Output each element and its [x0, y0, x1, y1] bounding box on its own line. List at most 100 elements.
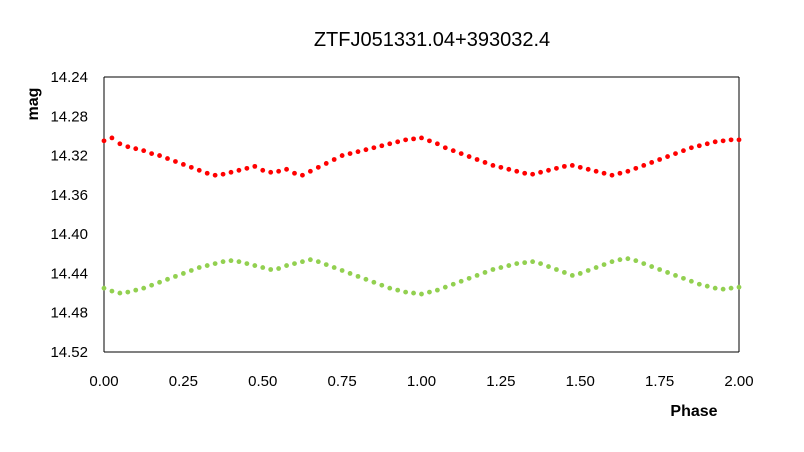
y-tick-label: 14.32 — [50, 148, 88, 165]
data-point-series-1 — [371, 145, 377, 151]
y-tick-label: 14.36 — [50, 187, 88, 204]
data-points — [101, 135, 742, 297]
data-point-series-1 — [665, 154, 670, 159]
data-point-series-1 — [625, 168, 631, 174]
data-point-series-1 — [712, 139, 718, 145]
data-point-series-1 — [363, 147, 369, 153]
data-point-series-1 — [538, 169, 543, 175]
data-point-series-1 — [387, 141, 393, 147]
data-point-series-2 — [561, 270, 567, 275]
data-point-series-1 — [292, 170, 297, 176]
plot-area — [103, 76, 740, 353]
data-point-series-2 — [530, 259, 536, 265]
data-point-series-1 — [395, 139, 401, 145]
data-point-series-2 — [371, 279, 377, 285]
data-point-series-1 — [577, 164, 583, 170]
data-point-series-1 — [149, 151, 155, 157]
data-point-series-2 — [173, 273, 178, 279]
data-point-series-1 — [284, 166, 289, 172]
data-point-series-2 — [284, 263, 289, 268]
x-tick-label: 1.50 — [566, 373, 595, 390]
data-point-series-1 — [339, 153, 345, 158]
data-point-series-1 — [633, 165, 639, 171]
data-point-series-1 — [180, 162, 186, 167]
data-point-series-2 — [569, 272, 575, 278]
x-tick-label: 0.75 — [328, 373, 357, 390]
data-point-series-2 — [347, 271, 353, 276]
data-point-series-2 — [681, 275, 686, 281]
chart-title: ZTFJ051331.04+393032.4 — [314, 29, 550, 51]
data-point-series-2 — [212, 261, 218, 267]
data-point-series-1 — [720, 138, 726, 144]
data-point-series-1 — [188, 164, 194, 170]
data-point-series-2 — [442, 284, 448, 290]
data-point-series-1 — [681, 148, 686, 154]
data-point-series-2 — [522, 260, 528, 266]
data-point-series-1 — [244, 165, 250, 171]
data-point-series-2 — [736, 284, 742, 290]
data-point-series-2 — [538, 261, 543, 267]
data-point-series-1 — [323, 161, 329, 166]
data-point-series-2 — [157, 279, 162, 285]
data-point-series-2 — [204, 263, 210, 268]
data-point-series-2 — [609, 259, 615, 265]
data-point-series-2 — [696, 281, 702, 287]
x-tick-labels: 0.00 0.25 0.50 0.75 1.00 1.25 1.50 1.75 2.00 — [89, 373, 753, 390]
data-point-series-2 — [728, 285, 734, 291]
data-point-series-1 — [688, 145, 694, 151]
data-point-series-1 — [585, 166, 591, 172]
x-tick-label: 0.50 — [248, 373, 277, 390]
data-point-series-1 — [506, 166, 512, 172]
data-point-series-1 — [530, 171, 536, 177]
data-point-series-1 — [442, 145, 448, 151]
data-point-series-1 — [204, 170, 210, 176]
x-tick-label: 1.25 — [486, 373, 515, 390]
data-point-series-2 — [331, 265, 337, 270]
data-point-series-2 — [593, 265, 599, 270]
data-point-series-2 — [323, 262, 329, 267]
data-point-series-1 — [482, 160, 488, 165]
data-point-series-1 — [228, 169, 234, 175]
data-point-series-1 — [546, 167, 551, 173]
data-point-series-2 — [514, 261, 520, 267]
data-point-series-2 — [546, 264, 551, 269]
data-point-series-2 — [228, 258, 234, 264]
data-point-series-1 — [609, 172, 615, 178]
data-point-series-1 — [427, 138, 432, 144]
x-tick-label: 0.25 — [169, 373, 198, 390]
data-point-series-1 — [522, 170, 528, 176]
data-point-series-1 — [561, 163, 567, 169]
data-point-series-2 — [617, 257, 623, 263]
data-point-series-2 — [125, 289, 131, 295]
data-point-series-2 — [268, 267, 274, 272]
data-point-series-1 — [355, 149, 361, 155]
data-point-series-1 — [641, 162, 647, 168]
data-point-series-1 — [411, 136, 416, 142]
data-point-series-2 — [188, 268, 194, 273]
data-point-series-2 — [641, 261, 647, 267]
y-tick-label: 14.24 — [50, 69, 88, 86]
data-point-series-1 — [252, 163, 258, 169]
data-point-series-1 — [133, 146, 139, 152]
data-point-series-1 — [141, 148, 147, 154]
data-point-series-1 — [276, 168, 282, 174]
y-tick-label: 14.48 — [50, 305, 88, 322]
data-point-series-1 — [728, 137, 734, 143]
data-point-series-2 — [339, 268, 345, 273]
data-point-series-1 — [165, 156, 170, 161]
data-point-series-1 — [315, 164, 321, 170]
data-point-series-1 — [704, 141, 710, 147]
data-point-series-2 — [387, 285, 393, 291]
data-point-series-2 — [196, 265, 202, 270]
data-point-series-2 — [601, 262, 607, 267]
data-point-series-1 — [498, 164, 504, 170]
data-point-series-1 — [307, 168, 313, 174]
y-tick-labels: 14.24 14.28 14.32 14.36 14.40 14.44 14.48 14.52 — [50, 69, 88, 361]
data-point-series-1 — [514, 168, 520, 174]
data-point-series-1 — [403, 137, 409, 143]
data-point-series-1 — [117, 141, 123, 147]
data-point-series-2 — [411, 290, 416, 296]
data-point-series-2 — [260, 265, 266, 270]
data-point-series-2 — [149, 282, 155, 288]
data-point-series-2 — [577, 271, 583, 276]
